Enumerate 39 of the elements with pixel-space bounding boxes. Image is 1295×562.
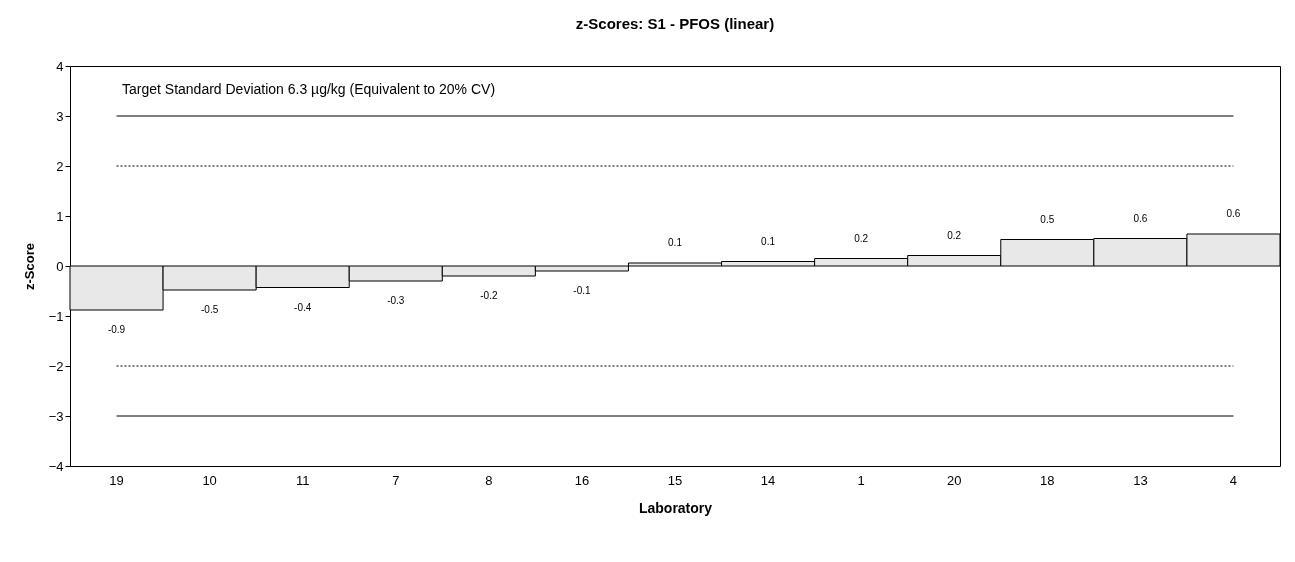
x-tick-label: 1 bbox=[857, 472, 865, 488]
chart-title: z-Scores: S1 - PFOS (linear) bbox=[575, 15, 775, 32]
data-label: 0.5 bbox=[1040, 213, 1055, 225]
x-tick-label: 18 bbox=[1040, 472, 1055, 488]
x-tick-label: 10 bbox=[202, 472, 217, 488]
y-tick-label: 3 bbox=[56, 108, 64, 124]
data-label: 0.2 bbox=[947, 229, 962, 241]
data-label: -0.3 bbox=[387, 295, 405, 306]
x-tick-label: 4 bbox=[1229, 472, 1238, 488]
y-tick-label: −2 bbox=[48, 358, 64, 374]
y-tick-label: 4 bbox=[56, 58, 64, 74]
data-label: 0.1 bbox=[668, 237, 683, 248]
x-tick-label: 15 bbox=[667, 472, 683, 488]
y-axis-title: z-Score bbox=[21, 243, 37, 290]
data-label: -0.1 bbox=[573, 285, 591, 296]
y-tick-label: −4 bbox=[48, 458, 64, 474]
data-label: -0.5 bbox=[201, 304, 219, 315]
x-tick-label: 7 bbox=[392, 472, 400, 488]
x-axis-title: Laboratory bbox=[638, 499, 713, 516]
annotation: Target Standard Deviation 6.3 µg/kg (Equivalent to 20% CV) bbox=[122, 81, 496, 97]
data-label: 0.2 bbox=[854, 232, 869, 244]
data-label: -0.4 bbox=[294, 301, 312, 313]
y-tick-label: 1 bbox=[56, 208, 64, 224]
y-tick-label: 2 bbox=[56, 158, 64, 174]
x-tick-label: 11 bbox=[295, 472, 310, 488]
x-tick-label: 16 bbox=[574, 472, 590, 488]
data-label: 0.6 bbox=[1226, 208, 1241, 219]
x-tick-label: 14 bbox=[760, 472, 776, 488]
data-label: -0.9 bbox=[107, 324, 126, 335]
data-label: -0.2 bbox=[480, 290, 498, 301]
x-tick-label: 8 bbox=[485, 472, 493, 488]
data-label: 0.6 bbox=[1133, 212, 1148, 224]
x-tick-label: 20 bbox=[947, 472, 962, 488]
data-label: 0.1 bbox=[761, 235, 776, 247]
x-tick-label: 19 bbox=[109, 472, 124, 488]
x-tick-label: 13 bbox=[1133, 472, 1148, 488]
y-tick-label: −1 bbox=[48, 308, 64, 324]
y-tick-label: −3 bbox=[48, 408, 64, 424]
y-tick-label: 0 bbox=[56, 258, 64, 274]
